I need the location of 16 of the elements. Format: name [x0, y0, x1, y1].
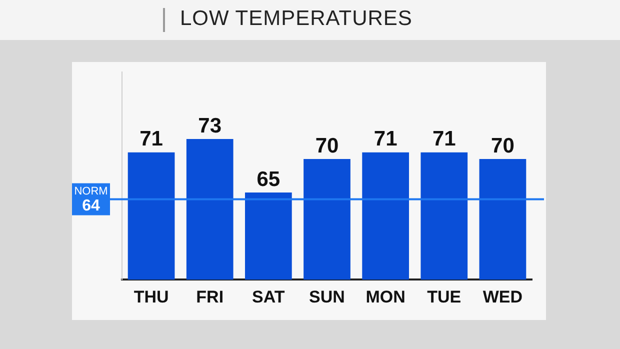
data-label: 71 — [140, 128, 164, 151]
ref-line-label: NORM 64 — [74, 185, 108, 215]
x-tick-label: TUE — [427, 287, 462, 306]
x-tick-label: FRI — [196, 287, 224, 306]
x-tick-label: MON — [366, 287, 406, 306]
data-label: 71 — [374, 128, 398, 151]
x-tick-label: THU — [134, 287, 169, 306]
x-tick-label: WED — [482, 287, 523, 306]
data-label: 65 — [256, 168, 280, 191]
x-tick-label: SUN — [309, 287, 345, 306]
data-label: 70 — [491, 134, 514, 158]
data-label: 70 — [315, 134, 339, 158]
data-label: 71 — [432, 128, 456, 151]
x-tick-label: SAT — [252, 287, 286, 306]
data-label: 73 — [198, 114, 222, 138]
chart-title: LOW TEMPERATURES — [180, 7, 412, 31]
